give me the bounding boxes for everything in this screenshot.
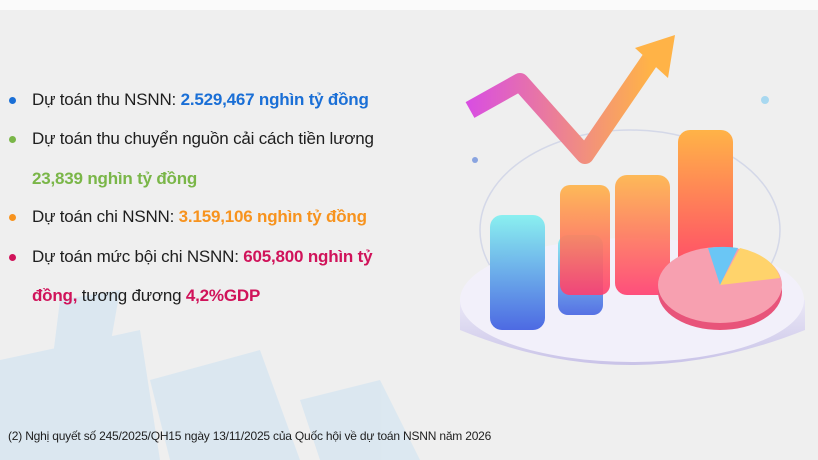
expenditure-line: Dự toán chi NSNN: 3.159,106 nghìn tỷ đồn… (32, 207, 367, 227)
bullet-orange (9, 214, 16, 221)
bullet-green (9, 136, 16, 143)
trend-arrow-icon (465, 54, 658, 164)
pie-chart-icon (658, 246, 782, 330)
revenue-label: Dự toán thu NSNN: (32, 90, 181, 109)
deficit-suffix: tương đương (77, 286, 186, 305)
arrow-head (635, 35, 675, 78)
deficit-line-cont: đồng, tương đương 4,2%GDP (32, 286, 260, 306)
expenditure-value: 3.159,106 nghìn tỷ đồng (178, 207, 367, 226)
deficit-value: 605,800 nghìn tỷ (243, 247, 373, 266)
expenditure-label: Dự toán chi NSNN: (32, 207, 179, 226)
chart-illustration (460, 35, 805, 365)
bullet-crimson (9, 254, 16, 261)
deficit-value-cont: đồng, (32, 286, 78, 305)
deficit-label: Dự toán mức bội chi NSNN: (32, 247, 244, 266)
footnote: (2) Nghị quyết số 245/2025/QH15 ngày 13/… (8, 429, 492, 443)
top-strip (0, 0, 818, 10)
bullet-blue (9, 97, 16, 104)
gdp-ratio: 4,2%GDP (185, 286, 261, 305)
revenue-value: 2.529,467 nghìn tỷ đồng (180, 90, 369, 109)
orbit-dot (761, 96, 769, 104)
orbit-dot (472, 157, 478, 163)
salary-reform-label: Dự toán thu chuyển nguồn cải cách tiền l… (32, 129, 374, 148)
salary-reform-value: 23,839 nghìn tỷ đồng (32, 169, 198, 188)
revenue-line: Dự toán thu NSNN: 2.529,467 nghìn tỷ đồn… (32, 90, 369, 110)
deficit-line: Dự toán mức bội chi NSNN: 605,800 nghìn … (32, 247, 373, 267)
bar-chart-icon (490, 130, 733, 330)
